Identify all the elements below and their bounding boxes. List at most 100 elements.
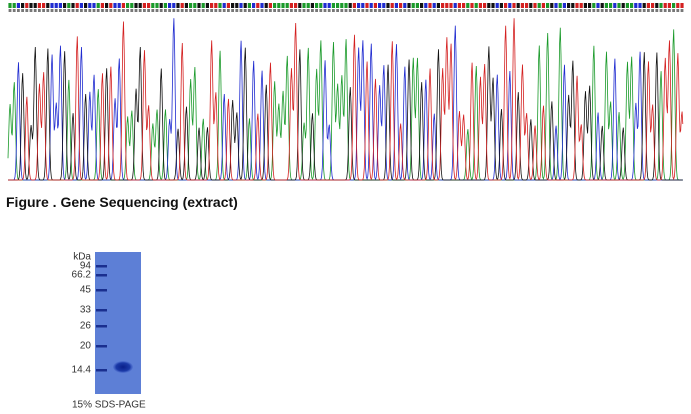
base-letter	[340, 9, 344, 12]
base-call	[315, 3, 319, 8]
base-call	[558, 3, 562, 8]
base-letter	[143, 9, 146, 12]
base-letter	[655, 9, 659, 12]
base-letter	[659, 9, 663, 12]
base-call	[550, 3, 554, 8]
base-letter	[613, 9, 617, 12]
base-call	[67, 3, 71, 8]
base-call	[25, 3, 29, 8]
base-letter	[260, 9, 264, 12]
base-letter	[88, 9, 92, 12]
base-call	[474, 3, 478, 8]
base-letter	[449, 9, 453, 12]
marker-label: 94	[80, 261, 92, 272]
base-call	[268, 3, 272, 8]
base-letter	[542, 9, 545, 12]
base-letter	[117, 9, 121, 12]
base-call	[554, 3, 558, 8]
base-letter	[348, 9, 352, 12]
base-call	[247, 3, 251, 8]
base-letter	[521, 9, 524, 12]
base-letter	[411, 9, 415, 12]
base-letter	[227, 9, 230, 12]
base-letter	[176, 9, 180, 12]
base-call	[361, 3, 365, 8]
base-letter	[369, 9, 373, 12]
base-call	[592, 3, 596, 8]
base-letter	[323, 9, 327, 12]
base-letter	[395, 9, 398, 12]
base-letter	[80, 9, 83, 12]
gel-lane-background	[95, 252, 141, 394]
base-letter	[374, 9, 377, 12]
base-call	[126, 3, 130, 8]
base-call	[415, 3, 419, 8]
base-call	[575, 3, 579, 8]
base-call	[609, 3, 613, 8]
base-letter	[38, 9, 41, 12]
base-letter	[63, 9, 66, 12]
marker-label: 45	[80, 285, 92, 296]
base-letter	[575, 9, 579, 12]
base-letter	[122, 9, 125, 12]
base-letter	[344, 9, 348, 12]
base-call	[54, 3, 58, 8]
base-letter	[147, 9, 150, 12]
base-letter	[46, 9, 50, 12]
base-letter	[54, 9, 58, 12]
base-call	[588, 3, 592, 8]
base-letter	[403, 9, 407, 12]
base-letter	[353, 9, 356, 12]
base-letter	[672, 9, 675, 12]
base-letter	[101, 9, 104, 12]
trace	[8, 18, 684, 181]
base-call	[256, 3, 260, 8]
base-call	[168, 3, 172, 8]
base-call	[239, 3, 243, 8]
base-call	[340, 3, 344, 8]
base-call	[50, 3, 54, 8]
base-call	[600, 3, 604, 8]
base-letter	[680, 9, 684, 12]
base-call	[533, 3, 537, 8]
base-call	[407, 3, 411, 8]
base-call	[323, 3, 327, 8]
base-call	[432, 3, 436, 8]
base-letter	[428, 9, 432, 12]
base-call	[348, 3, 352, 8]
base-call	[21, 3, 25, 8]
ladder-band	[96, 325, 107, 328]
base-letter	[647, 9, 650, 12]
base-letter	[130, 9, 134, 12]
base-call	[445, 3, 449, 8]
base-letter	[470, 9, 474, 12]
base-letter	[12, 9, 16, 12]
base-letter	[290, 9, 293, 12]
base-call	[84, 3, 88, 8]
base-call	[441, 3, 445, 8]
base-letter	[378, 9, 381, 12]
base-letter	[533, 9, 537, 12]
base-call	[596, 3, 600, 8]
base-call	[369, 3, 373, 8]
base-call	[210, 3, 214, 8]
base-call	[541, 3, 545, 8]
base-letter	[479, 9, 482, 12]
base-call	[449, 3, 453, 8]
base-call	[281, 3, 285, 8]
base-letter	[256, 9, 260, 12]
base-call	[508, 3, 512, 8]
base-letter	[201, 9, 205, 12]
base-call	[495, 3, 499, 8]
base-letter	[365, 9, 369, 12]
base-call	[197, 3, 201, 8]
base-call	[638, 3, 642, 8]
base-call	[130, 3, 134, 8]
base-letter	[189, 9, 192, 12]
base-letter	[197, 9, 201, 12]
base-letter	[126, 9, 129, 12]
base-call	[512, 3, 516, 8]
base-letter	[483, 9, 486, 12]
figure-caption: Figure . Gene Sequencing (extract)	[6, 194, 238, 210]
base-call	[428, 3, 432, 8]
